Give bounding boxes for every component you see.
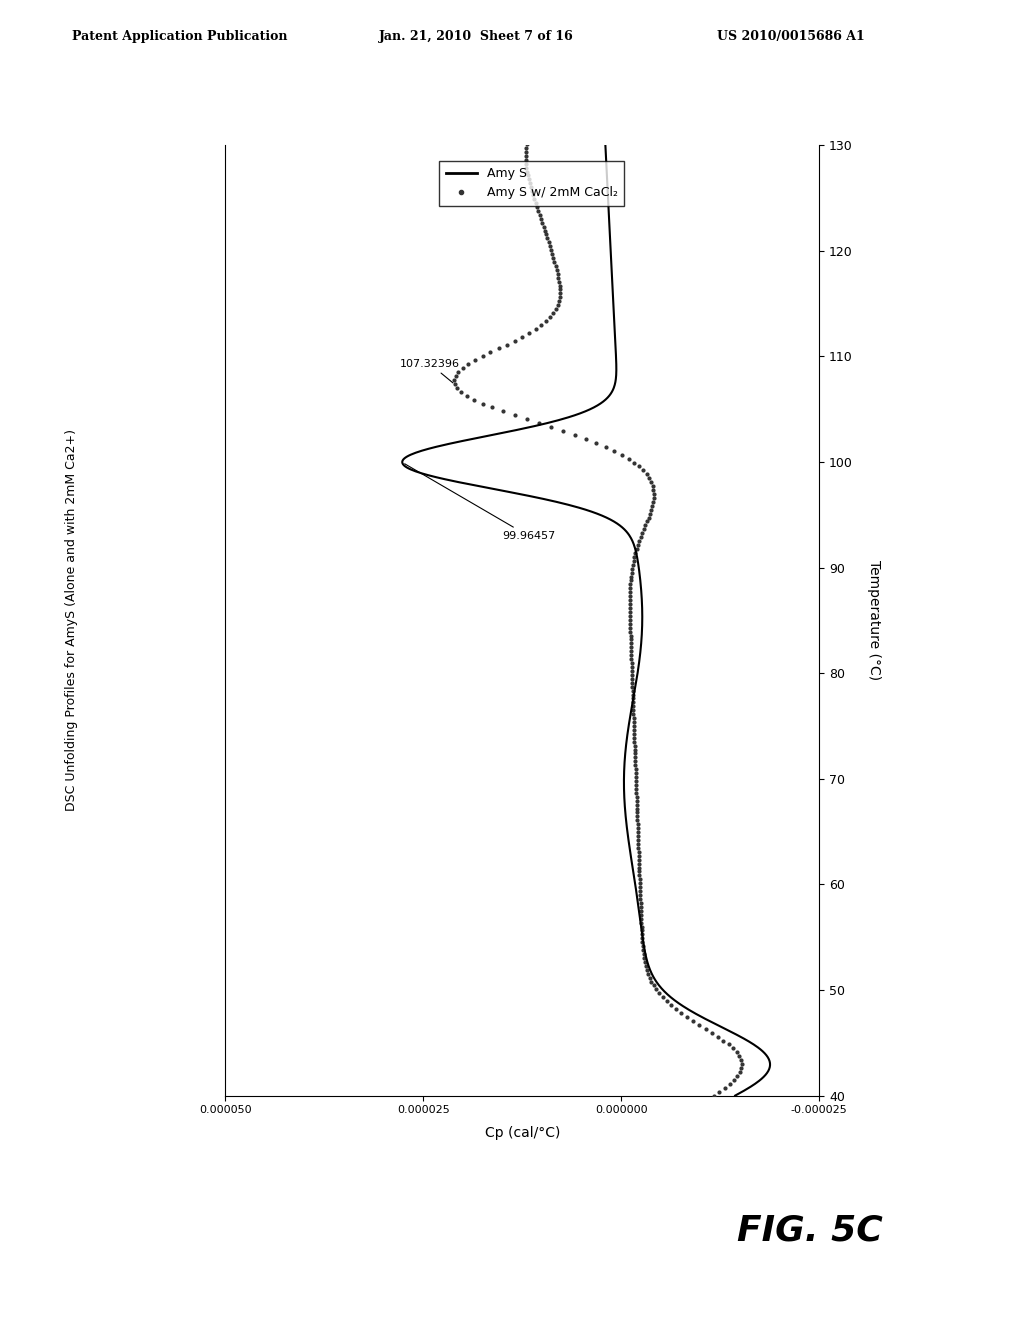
Text: Jan. 21, 2010  Sheet 7 of 16: Jan. 21, 2010 Sheet 7 of 16 bbox=[379, 30, 573, 44]
Text: DSC Unfolding Profiles for AmyS (Alone and with 2mM Ca2+): DSC Unfolding Profiles for AmyS (Alone a… bbox=[66, 429, 78, 812]
Text: Patent Application Publication: Patent Application Publication bbox=[72, 30, 287, 44]
Text: FIG. 5C: FIG. 5C bbox=[737, 1213, 883, 1247]
Text: 107.32396: 107.32396 bbox=[399, 359, 460, 383]
Text: US 2010/0015686 A1: US 2010/0015686 A1 bbox=[717, 30, 864, 44]
X-axis label: Cp (cal/°C): Cp (cal/°C) bbox=[484, 1126, 560, 1140]
Text: 99.96457: 99.96457 bbox=[404, 463, 556, 541]
Y-axis label: Temperature (°C): Temperature (°C) bbox=[866, 560, 881, 681]
Legend: Amy S, Amy S w/ 2mM CaCl₂: Amy S, Amy S w/ 2mM CaCl₂ bbox=[439, 161, 625, 206]
